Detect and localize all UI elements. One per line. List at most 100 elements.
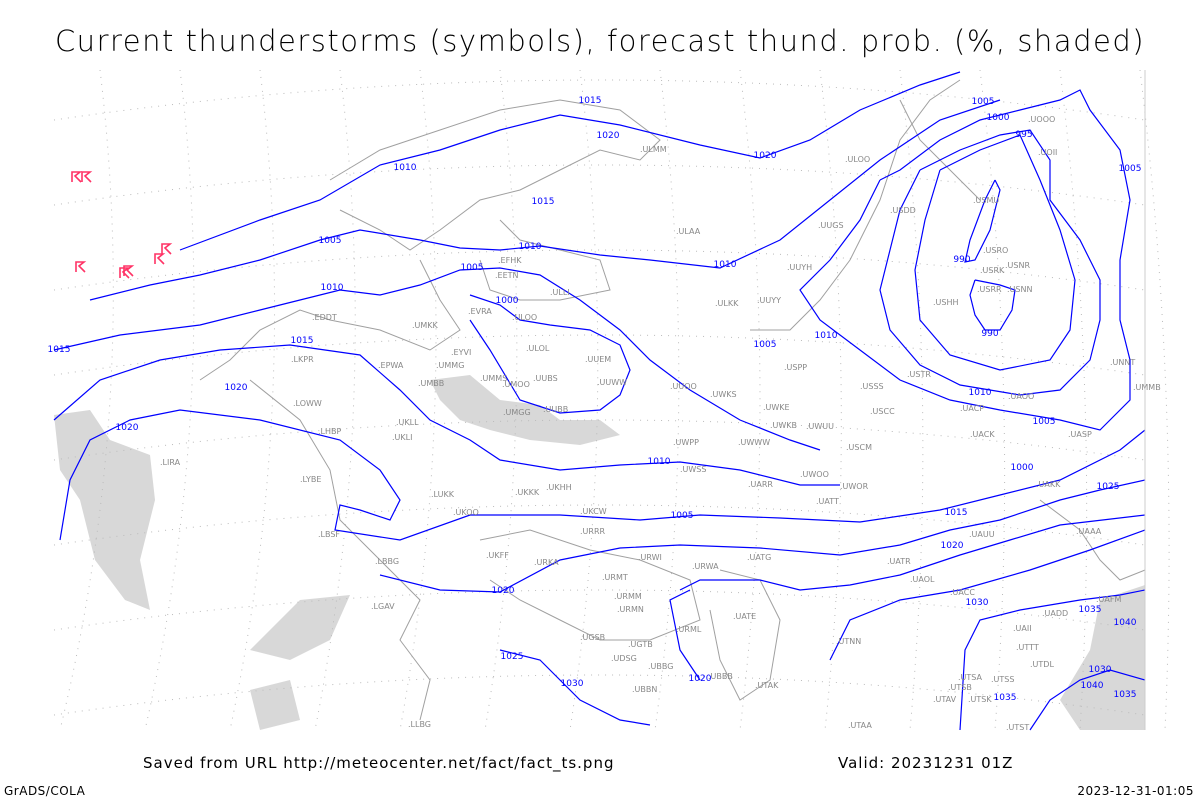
station-label: .LBSF: [318, 530, 340, 539]
station-label: .UKOO: [453, 508, 479, 517]
station-label: .UKLL: [396, 418, 419, 427]
station-label: .USRK: [980, 266, 1005, 275]
coastline: [1039, 499, 1146, 581]
station-label: .ULOL: [526, 344, 550, 353]
station-label: .UATE: [733, 612, 756, 621]
station-label: .ULOO: [845, 155, 870, 164]
station-label: .USDD: [890, 206, 916, 215]
meridian: [819, 69, 842, 731]
isobar-label: 1040: [1081, 681, 1104, 691]
isobar-label: 1035: [994, 693, 1017, 703]
isobar-line: [59, 409, 1146, 541]
station-label: .URMT: [602, 573, 628, 582]
station-label: .UOII: [1038, 148, 1057, 157]
isobar-label: 1010: [648, 457, 671, 467]
station-label: .URWI: [638, 553, 662, 562]
isobar-label: 1005: [1033, 417, 1056, 427]
station-label: .UWKE: [763, 403, 790, 412]
station-label: .USRR: [977, 285, 1002, 294]
isobar-line: [1029, 669, 1146, 731]
station-label: .UAOL: [910, 575, 935, 584]
station-label: .UMMS: [480, 374, 507, 383]
station-label: .UMOO: [502, 380, 530, 389]
station-label: .LLBG: [408, 720, 431, 729]
station-label: .UTSB: [948, 683, 972, 692]
isobar-label: 1010: [714, 260, 737, 270]
station-label: .UOOO: [1028, 115, 1055, 124]
isobar-label: 1010: [815, 331, 838, 341]
thunderstorm-symbols: [71, 171, 173, 279]
isobar-line: [89, 99, 1001, 301]
station-label: .USSS: [860, 382, 884, 391]
station-label: .LYBE: [300, 475, 321, 484]
station-label: .UTST: [1006, 723, 1029, 732]
station-label: .EPWA: [378, 361, 404, 370]
coastline: [329, 99, 661, 251]
software-credit: GrADS/COLA: [4, 784, 86, 798]
station-label: .LGAV: [371, 602, 395, 611]
thunderstorm-symbol: [161, 243, 173, 255]
station-label: .UATT: [816, 497, 839, 506]
station-label: .EFHK: [498, 256, 522, 265]
station-label: .UWPP: [673, 438, 699, 447]
graticule: [53, 69, 1170, 731]
isobar-label: 1000: [496, 296, 519, 306]
isobar-label: 990: [981, 329, 998, 339]
station-label: .UAKK: [1036, 480, 1061, 489]
station-label: .UTTT: [1016, 643, 1039, 652]
probability-shade-area: [54, 410, 155, 610]
station-label: .UUYY: [757, 296, 781, 305]
isobar-line: [679, 514, 1146, 591]
station-label: .USMU: [973, 196, 999, 205]
station-label: .UGTB: [628, 640, 653, 649]
isobar-label: 1035: [1114, 690, 1137, 700]
isobar-label: 1015: [532, 197, 555, 207]
station-label: .URRR: [580, 527, 606, 536]
station-label: .UWUU: [806, 422, 834, 431]
station-label: .UWOO: [800, 470, 829, 479]
station-label: .LKPR: [291, 355, 314, 364]
station-label: .UAFM: [1096, 595, 1121, 604]
station-label: .UWSS: [680, 465, 706, 474]
isobar-label: 1010: [394, 163, 417, 173]
station-label: .UATR: [887, 557, 911, 566]
station-label: .UTSA: [958, 673, 983, 682]
station-label: .UKFF: [486, 551, 509, 560]
isobar-line: [53, 267, 821, 451]
isobar-line: [379, 479, 1146, 593]
isobar-label: 1005: [1119, 164, 1142, 174]
isobars: [53, 71, 1146, 731]
station-labels: .ULMM .ULOO .USDD .UUYH .ULAA .ULKK .UUYY .UUGS…: [160, 115, 1161, 732]
parallel: [53, 334, 1146, 376]
parallel: [53, 164, 1146, 206]
isobar-label: 1015: [291, 336, 314, 346]
station-label: .UASP: [1068, 430, 1092, 439]
isobar-label: 1020: [597, 131, 620, 141]
station-label: .UKLI: [392, 433, 412, 442]
isobar-line: [964, 179, 1001, 263]
isobar-label: 1020: [689, 674, 712, 684]
isobar-line: [53, 344, 840, 486]
station-label: .UNNT: [1110, 358, 1135, 367]
isobar-label: 1005: [461, 263, 484, 273]
coastlines: [199, 79, 1146, 721]
station-label: .UADD: [1042, 609, 1068, 618]
isobar-line: [914, 134, 1076, 371]
station-label: .UBBN: [632, 685, 657, 694]
station-label: .EYVI: [451, 348, 471, 357]
thunderstorm-symbol: [71, 171, 83, 183]
station-label: .UUBS: [533, 374, 558, 383]
probability-shade-area: [430, 375, 620, 445]
valid-time: Valid: 20231231 01Z: [838, 754, 1014, 772]
map-title: Current thunderstorms (symbols), forecas…: [54, 24, 1146, 58]
isobar-label: 1015: [579, 96, 602, 106]
station-label: .ULAA: [676, 227, 701, 236]
station-label: .UTNN: [836, 637, 861, 646]
thunderstorm-symbol: [123, 265, 135, 277]
coastline: [899, 99, 981, 201]
coastline: [199, 259, 461, 381]
station-label: .UTAK: [755, 681, 779, 690]
meridian: [739, 69, 761, 731]
station-label: .UBBB: [708, 672, 733, 681]
parallel: [53, 674, 1146, 716]
